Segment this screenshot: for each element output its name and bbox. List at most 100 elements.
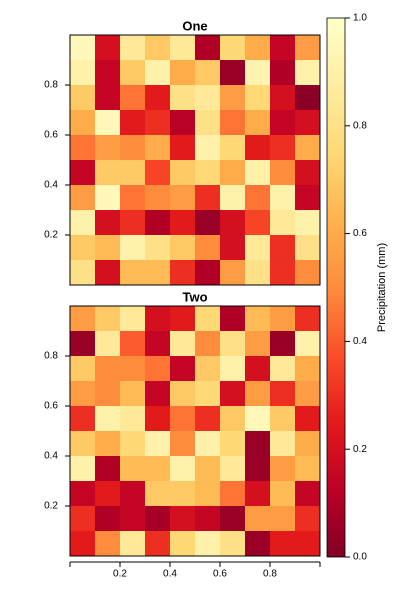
heat-cell [270,85,296,111]
heat-cell [120,260,146,286]
colorbar-tick-label: 0.4 [353,336,367,347]
heat-cell [195,110,221,136]
heat-cell [70,306,96,332]
heat-cell [70,381,96,407]
heat-cell [220,456,246,482]
heat-cell [120,406,146,432]
heat-cell [95,185,121,211]
heat-cell [220,406,246,432]
heat-cell [245,406,271,432]
heat-cell [145,431,171,457]
heat-cell [245,381,271,407]
heat-cell [70,481,96,507]
heat-cell [145,456,171,482]
heat-cell [195,331,221,357]
heat-cell [170,456,196,482]
heat-cell [170,185,196,211]
heat-cell [145,135,171,161]
heat-cell [145,306,171,332]
heat-cell [120,210,146,236]
heat-cell [145,85,171,111]
heat-cell [270,456,296,482]
heat-cell [120,381,146,407]
y-tick-label: 0.6 [44,401,58,412]
heat-cell [270,406,296,432]
heat-cell [145,210,171,236]
heat-cell [220,506,246,532]
heat-cell [245,356,271,382]
heat-cell [70,85,96,111]
heat-cell [170,235,196,261]
heat-cell [245,35,271,61]
heat-cell [70,456,96,482]
y-tick-label: 0.6 [44,130,58,141]
heat-cell [95,260,121,286]
heat-cell [120,531,146,557]
heat-cell [245,135,271,161]
heat-cell [170,260,196,286]
heat-cell [95,456,121,482]
colorbar-tick-label: 0.8 [353,120,367,131]
heat-cell [245,531,271,557]
heat-cell [220,85,246,111]
heat-cell [120,431,146,457]
heat-cell [120,160,146,186]
colorbar-label: Precipitation (mm) [376,243,388,332]
heat-cell [170,506,196,532]
heat-cell [70,235,96,261]
heat-cell [95,235,121,261]
heat-cell [270,235,296,261]
heat-cell [220,185,246,211]
heat-cell [295,35,321,61]
heat-cell [270,135,296,161]
heat-cell [145,481,171,507]
heat-cell [145,35,171,61]
heat-cell [170,85,196,111]
heat-cell [95,506,121,532]
heat-cell [95,381,121,407]
panel-frame [69,34,321,286]
heat-cell [270,531,296,557]
heat-cell [270,481,296,507]
heat-cell [220,381,246,407]
heat-cell [70,110,96,136]
y-tick-label: 0.4 [44,451,58,462]
heat-cell [70,331,96,357]
heat-cell [170,35,196,61]
heat-cell [145,160,171,186]
colorbar-tick-label: 0.2 [353,444,367,455]
heat-cell [270,160,296,186]
heat-cell [120,35,146,61]
heat-cell [120,60,146,86]
heat-cell [95,406,121,432]
heat-cell [120,235,146,261]
heat-cell [170,110,196,136]
x-tick-label: 0.2 [113,569,127,580]
heat-cell [170,531,196,557]
heat-cell [120,481,146,507]
heat-cell [170,306,196,332]
heat-cell [195,135,221,161]
heat-cell [220,235,246,261]
heat-cell [145,356,171,382]
heat-cell [245,506,271,532]
panel-title: Two [182,289,207,304]
heat-cell [220,135,246,161]
heat-cell [245,85,271,111]
heat-cell [220,481,246,507]
heat-cell [295,381,321,407]
heat-cell [170,331,196,357]
heat-cell [120,506,146,532]
heat-cell [120,185,146,211]
heat-cell [70,185,96,211]
heat-cell [270,306,296,332]
heat-cell [120,456,146,482]
heat-cell [195,85,221,111]
heat-cell [95,481,121,507]
heat-cell [195,431,221,457]
colorbar-tick-label: 1.0 [353,13,367,24]
heat-cell [70,506,96,532]
heat-cell [220,260,246,286]
colorbar [326,17,346,558]
